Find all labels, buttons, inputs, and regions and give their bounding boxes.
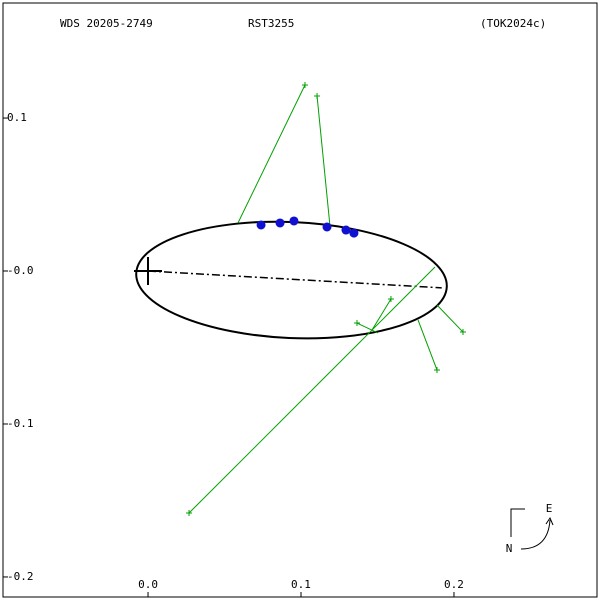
measure-point <box>353 320 360 327</box>
y-tick-label: -0.2 <box>7 570 34 583</box>
compass-arrow <box>520 516 554 550</box>
compass-east: E <box>546 502 553 515</box>
compass-north: N <box>506 542 513 555</box>
residual-line <box>436 304 464 333</box>
residual-line <box>316 95 331 228</box>
measure-point <box>433 366 440 373</box>
y-tick-label: -0.0 <box>7 264 34 277</box>
observation <box>349 228 359 238</box>
measure-point <box>387 296 394 303</box>
residual-line <box>237 84 306 224</box>
residual-line <box>417 319 438 371</box>
measure-point <box>186 510 193 517</box>
compass: E N <box>506 502 554 555</box>
chart-title: WDS 20205-2749 <box>60 17 153 30</box>
reference: (TOK2024c) <box>480 17 546 30</box>
compass-frame <box>510 508 525 537</box>
measure-point <box>314 93 321 100</box>
observation <box>256 220 266 230</box>
observation <box>341 225 351 235</box>
x-tick-label: 0.0 <box>138 578 158 591</box>
measure-point <box>459 329 466 336</box>
y-tick-label: 0.1 <box>7 111 27 124</box>
y-tick-label: -0.1 <box>7 417 34 430</box>
residual-line <box>356 322 379 334</box>
observation <box>275 218 285 228</box>
chart-subtitle: RST3255 <box>248 17 294 30</box>
observation <box>289 216 299 226</box>
observation <box>322 222 332 232</box>
primary-star <box>134 257 162 285</box>
residual-line <box>371 298 392 331</box>
orbit <box>135 220 448 340</box>
measure-point <box>301 81 308 88</box>
residual-line <box>188 266 436 514</box>
x-tick-label: 0.1 <box>291 578 311 591</box>
line-of-nodes <box>147 270 442 289</box>
x-tick-label: 0.2 <box>444 578 464 591</box>
